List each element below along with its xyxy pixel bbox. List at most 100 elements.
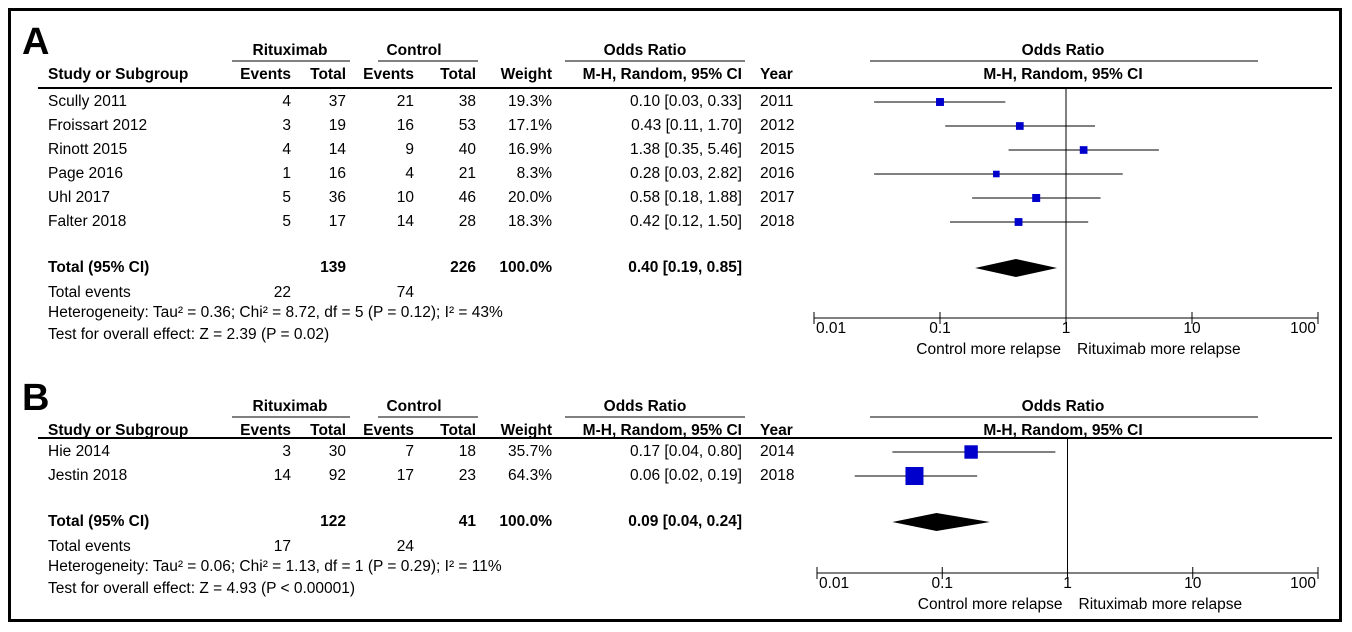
ci-cell: 0.10 [0.03, 0.33] (629, 93, 742, 110)
overall-effect-test: Test for overall effect: Z = 4.93 (P < 0… (48, 580, 356, 597)
rituximab-total-sum: 122 (320, 513, 346, 530)
plot-odds-ratio-header: Odds Ratio (1021, 42, 1105, 59)
summary-diamond (892, 513, 990, 531)
point-estimate-marker (1079, 146, 1088, 154)
rituximab-events-header: Events (240, 422, 291, 439)
heterogeneity-stats: Heterogeneity: Tau² = 0.06; Chi² = 1.13,… (48, 558, 502, 575)
study-name: Hie 2014 (48, 443, 111, 460)
axis-right-label: Rituximab more relapse (1077, 341, 1241, 358)
point-estimate-marker (936, 98, 944, 106)
year-header: Year (760, 66, 793, 83)
weight-cell: 16.9% (508, 141, 552, 158)
control-total-cell: 23 (458, 467, 476, 484)
control-total-sum: 226 (450, 259, 476, 276)
year-cell: 2018 (760, 467, 795, 484)
study-name: Scully 2011 (48, 93, 127, 110)
year-cell: 2017 (760, 189, 795, 206)
rituximab-header: Rituximab (252, 398, 328, 415)
year-header: Year (760, 422, 793, 439)
ci-header: M-H, Random, 95% CI (582, 66, 742, 83)
year-cell: 2012 (760, 117, 795, 134)
control-total-cell: 46 (458, 189, 476, 206)
year-cell: 2011 (760, 93, 794, 110)
x-tick-label: 0.01 (819, 575, 850, 592)
overall-effect-test: Test for overall effect: Z = 2.39 (P = 0… (48, 326, 330, 343)
weight-cell: 20.0% (508, 189, 552, 206)
rituximab-total-cell: 92 (328, 467, 346, 484)
control-total-sum: 41 (458, 513, 476, 530)
odds-ratio-header: Odds Ratio (603, 398, 687, 415)
rituximab-total-cell: 37 (328, 93, 346, 110)
ci-cell: 0.06 [0.02, 0.19] (629, 467, 742, 484)
control-events-cell: 21 (396, 93, 414, 110)
rituximab-events-cell: 14 (273, 467, 291, 484)
rituximab-total-cell: 14 (328, 141, 346, 158)
total-label: Total (95% CI) (48, 259, 150, 276)
plot-odds-ratio-header: Odds Ratio (1021, 398, 1105, 415)
total-label: Total (95% CI) (48, 513, 150, 530)
rituximab-total-header: Total (310, 422, 346, 439)
total-events-label: Total events (48, 284, 131, 301)
x-tick-label: 100 (1290, 575, 1316, 592)
ci-header: M-H, Random, 95% CI (582, 422, 742, 439)
control-total-cell: 21 (458, 165, 476, 182)
weight-cell: 64.3% (508, 467, 552, 484)
control-events-cell: 17 (396, 467, 414, 484)
weight-header: Weight (500, 422, 552, 439)
control-events-cell: 9 (405, 141, 414, 158)
control-total-header: Total (440, 66, 476, 83)
study-column-header: Study or Subgroup (48, 422, 189, 439)
total-weight: 100.0% (499, 259, 552, 276)
control-total-events: 24 (396, 538, 414, 555)
control-events-header: Events (363, 422, 414, 439)
ci-cell: 0.58 [0.18, 1.88] (629, 189, 742, 206)
year-cell: 2016 (760, 165, 795, 182)
year-cell: 2014 (760, 443, 795, 460)
control-header: Control (386, 398, 442, 415)
year-cell: 2015 (760, 141, 795, 158)
rituximab-events-cell: 5 (282, 213, 291, 230)
rituximab-events-cell: 1 (282, 165, 291, 182)
weight-cell: 35.7% (508, 443, 552, 460)
x-tick-label: 0.1 (929, 320, 951, 337)
weight-cell: 18.3% (508, 213, 552, 230)
x-tick-label: 100 (1290, 320, 1316, 337)
summary-diamond (975, 259, 1058, 277)
panel-letter-a: A (22, 21, 50, 63)
study-name: Uhl 2017 (48, 189, 111, 206)
x-tick-label: 10 (1183, 320, 1201, 337)
ci-cell: 0.43 [0.11, 1.70] (631, 117, 742, 134)
figure-frame (8, 8, 1342, 622)
weight-header: Weight (500, 66, 552, 83)
plot-subheader: M-H, Random, 95% CI (983, 66, 1143, 83)
rituximab-total-cell: 17 (328, 213, 346, 230)
rituximab-header: Rituximab (252, 42, 328, 59)
axis-right-label: Rituximab more relapse (1078, 596, 1243, 613)
rituximab-events-cell: 4 (282, 93, 291, 110)
weight-cell: 8.3% (516, 165, 552, 182)
control-total-cell: 18 (458, 443, 476, 460)
control-events-cell: 7 (405, 443, 414, 460)
rituximab-events-header: Events (240, 66, 291, 83)
rituximab-events-cell: 5 (282, 189, 291, 206)
ci-cell: 0.42 [0.12, 1.50] (629, 213, 742, 230)
x-tick-label: 10 (1184, 575, 1202, 592)
control-events-header: Events (363, 66, 414, 83)
point-estimate-marker (1032, 194, 1041, 202)
control-total-cell: 53 (458, 117, 476, 134)
rituximab-total-header: Total (310, 66, 346, 83)
study-name: Jestin 2018 (48, 467, 128, 484)
study-name: Falter 2018 (48, 213, 127, 230)
control-events-cell: 16 (396, 117, 414, 134)
ci-cell: 1.38 [0.35, 5.46] (629, 141, 742, 158)
total-ci: 0.40 [0.19, 0.85] (628, 259, 742, 276)
total-events-label: Total events (48, 538, 131, 555)
rituximab-total-cell: 16 (328, 165, 346, 182)
rituximab-total-sum: 139 (320, 259, 346, 276)
heterogeneity-stats: Heterogeneity: Tau² = 0.36; Chi² = 8.72,… (48, 304, 503, 321)
panel-letter-b: B (22, 377, 50, 419)
rituximab-total-events: 17 (273, 538, 291, 555)
control-header: Control (386, 42, 442, 59)
control-events-cell: 14 (396, 213, 414, 230)
